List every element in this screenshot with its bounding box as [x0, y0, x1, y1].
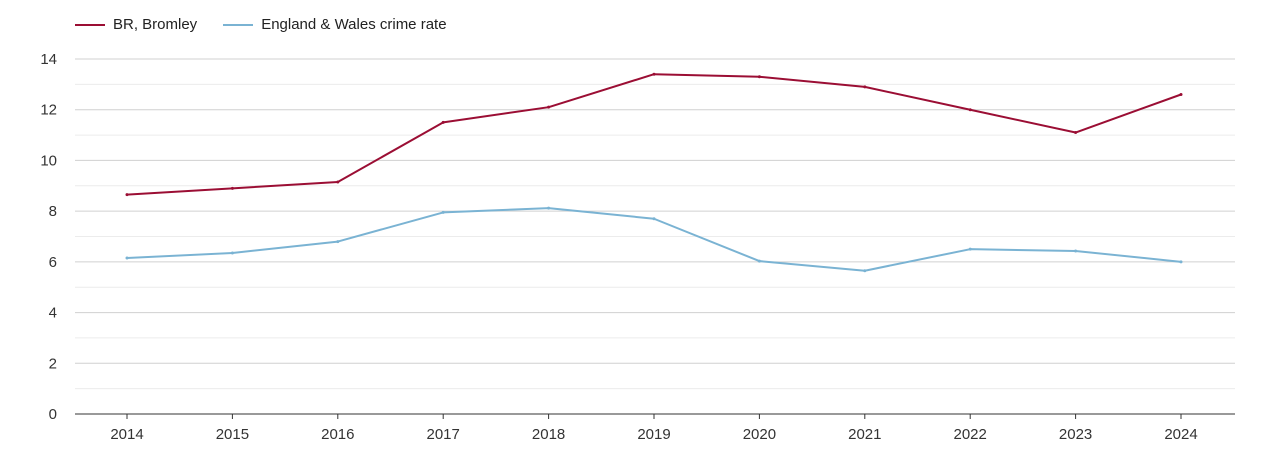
data-point-bromley[interactable]: [1179, 93, 1183, 96]
data-point-bromley[interactable]: [125, 193, 129, 197]
data-point-bromley[interactable]: [336, 180, 340, 184]
y-tick-label: 0: [49, 406, 57, 423]
data-point-england-wales[interactable]: [757, 259, 761, 263]
x-tick-label: 2019: [637, 426, 670, 443]
data-point-bromley[interactable]: [863, 85, 867, 89]
legend-item-england-wales[interactable]: England & Wales crime rate: [223, 16, 447, 33]
data-point-england-wales[interactable]: [547, 206, 551, 210]
data-point-bromley[interactable]: [757, 75, 761, 79]
data-point-bromley[interactable]: [441, 120, 445, 124]
x-tick-label: 2017: [427, 426, 460, 443]
data-point-england-wales[interactable]: [968, 247, 972, 251]
data-point-bromley[interactable]: [230, 186, 234, 190]
y-tick-label: 14: [40, 51, 57, 68]
x-tick-label: 2022: [954, 426, 987, 443]
legend-label-england-wales: England & Wales crime rate: [261, 16, 447, 33]
x-tick-label: 2020: [743, 426, 776, 443]
x-tick-label: 2021: [848, 426, 881, 443]
data-point-england-wales[interactable]: [230, 251, 234, 255]
data-point-england-wales[interactable]: [863, 269, 867, 273]
x-tick-label: 2015: [216, 426, 249, 443]
data-point-bromley[interactable]: [1074, 131, 1078, 135]
y-tick-label: 6: [49, 254, 57, 271]
data-point-england-wales[interactable]: [652, 217, 656, 221]
x-tick-label: 2023: [1059, 426, 1092, 443]
x-tick-label: 2016: [321, 426, 354, 443]
data-point-bromley[interactable]: [652, 72, 656, 76]
legend-item-bromley[interactable]: BR, Bromley: [75, 16, 197, 33]
x-tick-label: 2018: [532, 426, 565, 443]
series-line-bromley[interactable]: [126, 73, 1182, 196]
x-tick-label: 2024: [1164, 426, 1197, 443]
y-tick-label: 2: [49, 355, 57, 372]
data-point-england-wales[interactable]: [125, 256, 129, 260]
data-point-england-wales[interactable]: [1179, 260, 1183, 264]
legend: BR, Bromley England & Wales crime rate: [75, 16, 473, 33]
y-tick-label: 4: [49, 305, 57, 322]
data-point-bromley[interactable]: [547, 105, 551, 109]
legend-label-bromley: BR, Bromley: [113, 16, 198, 33]
legend-swatch-bromley: [75, 23, 105, 26]
data-point-england-wales[interactable]: [1074, 249, 1078, 253]
y-tick-label: 8: [49, 203, 57, 220]
data-point-bromley[interactable]: [968, 108, 972, 112]
gridlines: [75, 58, 1235, 390]
legend-swatch-england-wales: [223, 23, 254, 26]
y-tick-label: 12: [40, 102, 57, 119]
data-point-england-wales[interactable]: [441, 210, 445, 214]
x-tick-label: 2014: [110, 426, 143, 443]
data-point-england-wales[interactable]: [336, 240, 340, 244]
y-tick-label: 10: [40, 152, 57, 169]
